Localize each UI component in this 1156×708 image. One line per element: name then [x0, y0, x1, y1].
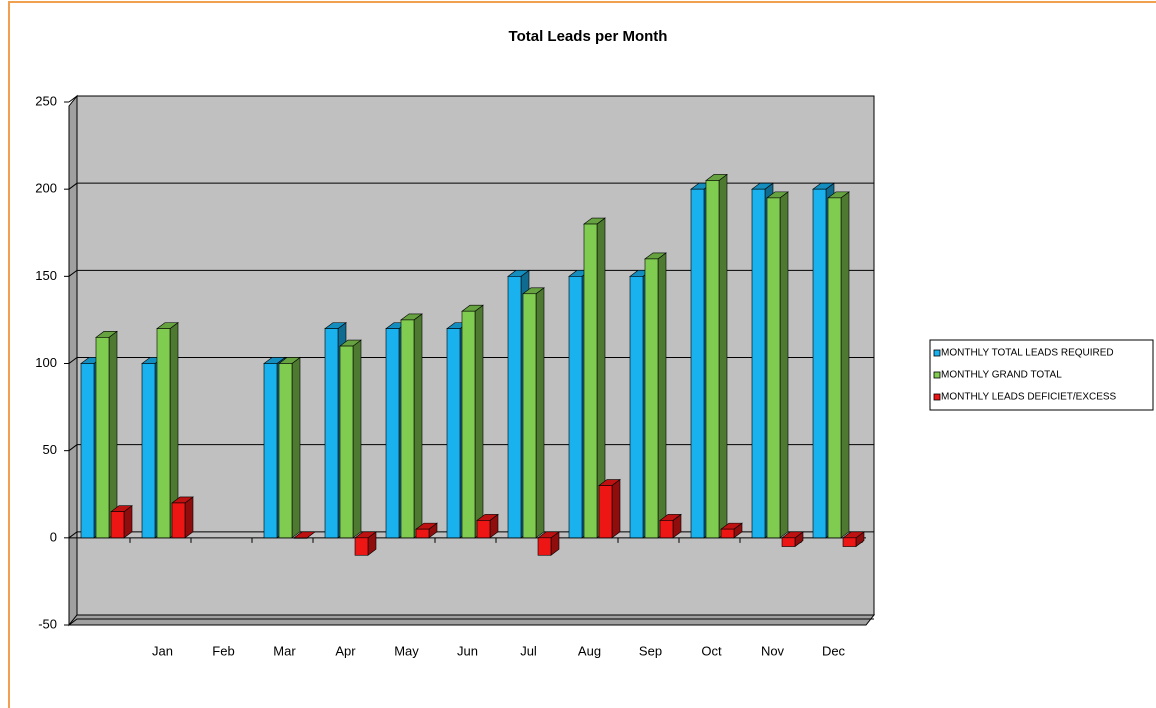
x-tick-label: Oct [701, 643, 722, 658]
bar-side [718, 173, 728, 539]
bar-side [840, 191, 850, 539]
floor [67, 614, 876, 626]
bar [263, 363, 278, 539]
x-tick-label: Nov [761, 643, 785, 658]
bar [415, 528, 430, 539]
legend-label: MONTHLY TOTAL LEADS REQUIRED [941, 348, 1114, 359]
bar [461, 310, 476, 539]
bar [842, 537, 857, 547]
bar [537, 537, 552, 556]
legend: MONTHLY TOTAL LEADS REQUIRED MONTHLY GRAN… [929, 339, 1154, 411]
x-tick-label: Jun [457, 643, 478, 658]
x-tick-label: Jul [520, 643, 537, 658]
bar [644, 258, 659, 539]
bar-side [184, 496, 194, 539]
y-tick-label: 100 [35, 355, 57, 370]
bar [385, 328, 400, 539]
bar [583, 223, 598, 539]
page-border [8, 1, 1156, 708]
bar [95, 337, 110, 539]
legend-label: MONTHLY GRAND TOTAL [941, 370, 1062, 381]
bar [354, 537, 369, 556]
y-tick-label: 200 [35, 181, 57, 196]
x-tick-label: Apr [335, 643, 356, 658]
bar-side [474, 304, 484, 539]
bar-side [108, 330, 118, 539]
x-tick-label: Sep [639, 643, 662, 658]
chart-title: Total Leads per Month [509, 28, 668, 45]
x-tick-label: Aug [578, 643, 601, 658]
bar [110, 511, 125, 539]
bar [446, 328, 461, 539]
legend-swatch [933, 371, 941, 379]
bar [781, 537, 796, 547]
bar [80, 363, 95, 539]
bar [705, 180, 720, 539]
bar-side [352, 339, 362, 539]
bar [141, 363, 156, 539]
x-tick-label: Feb [212, 643, 234, 658]
legend-box [929, 339, 1154, 411]
bar [812, 188, 827, 539]
bar [690, 188, 705, 539]
bar [629, 276, 644, 539]
bar [598, 485, 613, 539]
x-tick-label: May [394, 643, 419, 658]
x-tick-label: Jan [152, 643, 173, 658]
y-tick-label: 0 [50, 529, 57, 544]
grid-line [68, 357, 874, 364]
bar [827, 197, 842, 539]
bar-side [779, 191, 789, 539]
bar-side [413, 313, 423, 539]
bar [278, 363, 293, 539]
y-tick-label: 50 [43, 442, 57, 457]
bar-side [611, 478, 621, 539]
legend-swatch [933, 349, 941, 357]
grid-line [68, 269, 874, 277]
bar [293, 537, 308, 539]
bar [659, 520, 674, 539]
x-tick-label: Dec [822, 643, 846, 658]
bar [720, 528, 735, 539]
grid-line [68, 618, 874, 626]
grid-line [68, 182, 874, 190]
bar [400, 319, 415, 539]
legend-swatch [933, 393, 941, 401]
bar [339, 345, 354, 539]
bar [766, 197, 781, 539]
legend-label: MONTHLY LEADS DEFICIET/EXCESS [941, 392, 1117, 403]
bar-side [291, 356, 301, 539]
y-tick-label: -50 [38, 616, 57, 631]
bar [156, 328, 171, 539]
bar [522, 293, 537, 539]
bar [507, 276, 522, 539]
bar [324, 328, 339, 539]
bar-side [535, 287, 545, 539]
bar [751, 188, 766, 539]
x-tick-label: Mar [273, 643, 296, 658]
bar [568, 276, 583, 539]
y-tick-label: 150 [35, 268, 57, 283]
grid-line [68, 444, 874, 452]
bar-side [657, 252, 667, 539]
y-tick-label: 250 [35, 93, 57, 108]
bar [171, 502, 186, 539]
grid-line [68, 95, 874, 103]
bar [476, 520, 491, 539]
